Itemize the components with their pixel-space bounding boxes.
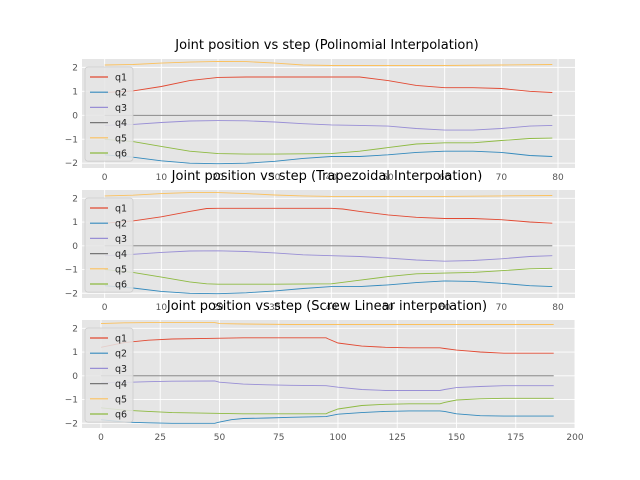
legend-label-q4: q4 bbox=[115, 249, 127, 260]
panel-polynomial: 0 10 20 30 40 50 60 70 80210−1−2q1q2q3q4q5q6Join… bbox=[65, 38, 575, 183]
legend-label-q1: q1 bbox=[115, 334, 127, 345]
x-tick-label: 100 bbox=[329, 433, 346, 443]
series-line-q3 bbox=[104, 250, 553, 262]
series-line-q3 bbox=[104, 120, 553, 131]
y-tick-label: 0 bbox=[72, 242, 78, 252]
series-line-q2 bbox=[104, 280, 553, 295]
legend: q1 q2 q3 q4 q5 q6 bbox=[84, 197, 134, 293]
x-tick-label: 75 bbox=[273, 433, 284, 443]
x-tick-label: 0 bbox=[98, 433, 104, 443]
series-line-q5 bbox=[104, 192, 553, 197]
y-tick-label: 1 bbox=[72, 218, 78, 228]
x-tick-label: 70 bbox=[496, 173, 508, 183]
series-line-q1 bbox=[104, 207, 553, 224]
x-tick-label: 150 bbox=[448, 433, 465, 443]
legend-label-q6: q6 bbox=[115, 149, 127, 160]
series-line-q6 bbox=[100, 397, 554, 415]
x-tick-label: 200 bbox=[566, 433, 583, 443]
y-tick-label: 1 bbox=[72, 348, 78, 358]
series-line-q3 bbox=[100, 380, 554, 391]
x-tick-label: 0 bbox=[102, 303, 108, 313]
panel-trapezoidal: 0 10 20 30 40 50 60 70 80210−1−2q1q2q3q4q5q6Join… bbox=[65, 169, 575, 313]
x-tick-label: 50 bbox=[382, 173, 394, 183]
y-tick-label: −2 bbox=[65, 159, 78, 169]
series-line-q6 bbox=[104, 267, 553, 285]
legend-label-q1: q1 bbox=[115, 73, 127, 84]
x-tick-label: 25 bbox=[154, 433, 165, 443]
x-tick-label: 80 bbox=[552, 303, 564, 313]
legend-label-q5: q5 bbox=[115, 133, 127, 144]
x-tick-label: 50 bbox=[382, 303, 394, 313]
x-tick-label: 10 bbox=[156, 303, 168, 313]
y-tick-label: −1 bbox=[65, 396, 78, 406]
x-tick-label: 0 bbox=[102, 173, 108, 183]
legend-label-q5: q5 bbox=[115, 394, 127, 405]
legend: q1 q2 q3 q4 q5 q6 bbox=[84, 66, 134, 162]
legend-label-q3: q3 bbox=[115, 234, 127, 245]
series-line-q6 bbox=[104, 137, 553, 155]
series-line-q2 bbox=[104, 150, 553, 165]
y-tick-label: −2 bbox=[65, 419, 78, 429]
legend: q1 q2 q3 q4 q5 q6 bbox=[84, 327, 134, 423]
legend-label-q4: q4 bbox=[115, 379, 127, 390]
legend-label-q3: q3 bbox=[115, 103, 127, 114]
panel-title: Joint position vs step (Polinomial Inter… bbox=[174, 38, 478, 53]
x-tick-label: 40 bbox=[326, 303, 338, 313]
y-tick-label: 1 bbox=[72, 87, 78, 97]
y-tick-label: 0 bbox=[72, 372, 78, 382]
x-tick-label: 20 bbox=[212, 173, 224, 183]
x-tick-label: 50 bbox=[214, 433, 226, 443]
x-tick-label: 30 bbox=[269, 303, 281, 313]
x-tick-label: 70 bbox=[496, 303, 508, 313]
y-tick-label: 2 bbox=[72, 63, 78, 73]
panel-title: Joint position vs step (Trapezoidal Inte… bbox=[171, 169, 483, 184]
series-line-q1 bbox=[104, 76, 553, 93]
x-tick-label: 40 bbox=[326, 173, 338, 183]
y-tick-label: 2 bbox=[72, 324, 78, 334]
series-line-q5 bbox=[104, 60, 553, 66]
series-line-q5 bbox=[100, 322, 554, 325]
series-line-q1 bbox=[100, 337, 554, 354]
legend-label-q4: q4 bbox=[115, 118, 127, 129]
panel-screw-linear: 0 25 50 75 100 125 150 175 200210−1−2q1q2q3q4q5q… bbox=[65, 299, 584, 443]
x-tick-label: 175 bbox=[507, 433, 524, 443]
legend-label-q2: q2 bbox=[115, 219, 127, 230]
legend-label-q2: q2 bbox=[115, 349, 127, 360]
y-tick-label: 0 bbox=[72, 111, 78, 121]
legend-label-q6: q6 bbox=[115, 280, 127, 291]
panel-title: Joint position vs step (Screw Linear int… bbox=[166, 299, 487, 314]
y-tick-label: −1 bbox=[65, 266, 78, 276]
y-tick-label: −2 bbox=[65, 289, 78, 299]
x-tick-label: 20 bbox=[212, 303, 224, 313]
legend-label-q1: q1 bbox=[115, 204, 127, 215]
x-tick-label: 30 bbox=[269, 173, 281, 183]
x-tick-label: 10 bbox=[156, 173, 168, 183]
legend-label-q3: q3 bbox=[115, 364, 127, 375]
x-tick-label: 60 bbox=[439, 173, 451, 183]
y-tick-label: 2 bbox=[72, 194, 78, 204]
x-tick-label: 80 bbox=[552, 173, 564, 183]
legend-label-q5: q5 bbox=[115, 264, 127, 275]
x-tick-label: 125 bbox=[389, 433, 406, 443]
y-tick-label: −1 bbox=[65, 135, 78, 145]
series-line-q2 bbox=[100, 410, 554, 424]
legend-label-q6: q6 bbox=[115, 410, 127, 421]
plot-area bbox=[82, 320, 575, 428]
x-tick-label: 60 bbox=[439, 303, 451, 313]
legend-label-q2: q2 bbox=[115, 88, 127, 99]
